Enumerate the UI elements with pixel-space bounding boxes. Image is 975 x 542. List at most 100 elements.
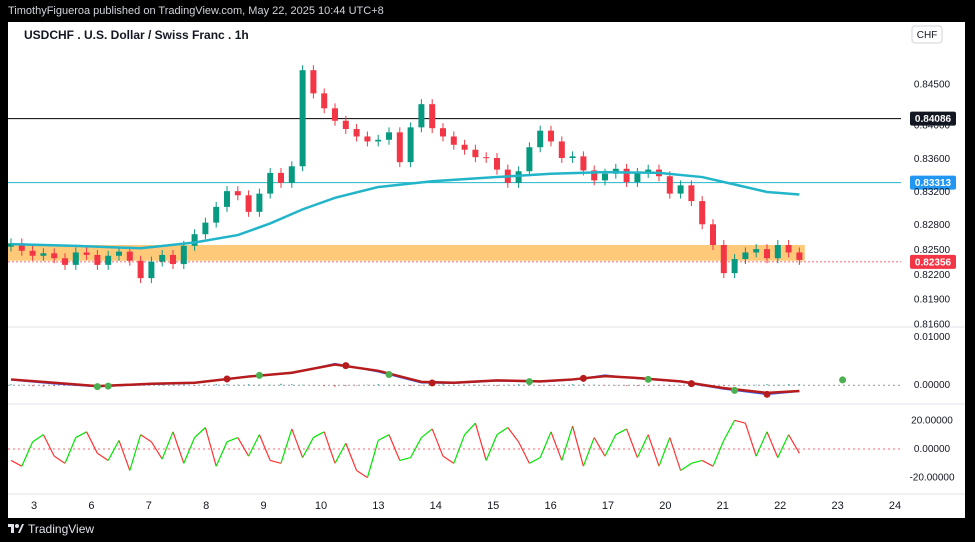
candle-body bbox=[40, 253, 47, 256]
candle-body bbox=[515, 171, 522, 183]
candle-body bbox=[753, 249, 760, 253]
candle-body bbox=[137, 260, 144, 279]
osc-segment bbox=[464, 422, 476, 436]
osc-segment bbox=[356, 470, 368, 479]
osc-segment bbox=[539, 431, 552, 458]
candle-body bbox=[375, 139, 382, 142]
osc-segment bbox=[777, 434, 790, 458]
osc-segment bbox=[226, 436, 239, 443]
osc-segment bbox=[107, 440, 120, 461]
macd-cross-marker bbox=[763, 390, 771, 398]
signal-line bbox=[10, 363, 800, 395]
osc-segment bbox=[691, 459, 703, 464]
time-tick-label: 14 bbox=[430, 500, 442, 512]
time-tick-label: 6 bbox=[88, 500, 94, 512]
level-badge-last bbox=[910, 254, 956, 269]
chart-frame[interactable]: 0.84086 0.83313 0.82356 0.84500 0.84000 0.83… bbox=[8, 22, 965, 518]
macd-tick-label: 0.00000 bbox=[914, 380, 951, 391]
osc-segment bbox=[302, 437, 314, 458]
osc-segment bbox=[734, 419, 746, 424]
candle-body bbox=[191, 234, 198, 246]
tradingview-brand[interactable]: TradingView bbox=[8, 522, 94, 536]
osc-segment bbox=[669, 437, 682, 471]
osc-segment bbox=[183, 437, 196, 464]
time-tick-label: 8 bbox=[203, 500, 209, 512]
osc-segment bbox=[615, 428, 627, 436]
candle-body bbox=[288, 166, 295, 183]
osc-segment bbox=[366, 440, 379, 478]
osc-segment bbox=[172, 431, 185, 464]
osc-segment bbox=[421, 428, 433, 439]
macd-panel bbox=[8, 362, 901, 398]
osc-segment bbox=[453, 434, 466, 464]
level-badge-label: 0.83313 bbox=[915, 178, 952, 189]
candle-body bbox=[245, 195, 252, 212]
osc-segment bbox=[204, 427, 217, 467]
candle-body bbox=[170, 254, 176, 265]
osc-segment bbox=[53, 455, 66, 464]
footer-bar: TradingView bbox=[0, 518, 975, 542]
osc-segment bbox=[410, 437, 422, 458]
candle-body bbox=[666, 176, 673, 194]
candle-body bbox=[742, 252, 749, 260]
price-axis[interactable]: 0.84500 0.84000 0.83600 0.83200 0.82800 0.825… bbox=[909, 79, 954, 483]
time-tick-label: 22 bbox=[774, 500, 786, 512]
macd-tick-label: 0.01000 bbox=[914, 332, 951, 343]
candle-body bbox=[29, 250, 36, 256]
candle-body bbox=[94, 254, 101, 265]
candle-body bbox=[634, 172, 641, 183]
price-tick-label: 0.81600 bbox=[914, 320, 951, 331]
osc-tick-label: 20.00000 bbox=[911, 415, 953, 426]
candle-body bbox=[645, 169, 652, 173]
macd-cross-marker bbox=[731, 386, 739, 394]
candle-body bbox=[83, 252, 90, 255]
time-tick-label: 23 bbox=[831, 500, 843, 512]
osc-segment bbox=[431, 428, 444, 457]
candle-body bbox=[796, 252, 803, 260]
price-tick-label: 0.82200 bbox=[914, 270, 951, 281]
level-badge-support bbox=[910, 175, 956, 190]
osc-segment bbox=[280, 428, 293, 464]
candle-body bbox=[407, 127, 414, 163]
chart-canvas[interactable]: 0.84086 0.83313 0.82356 0.84500 0.84000 0.83… bbox=[8, 22, 965, 518]
osc-segment bbox=[723, 420, 736, 441]
osc-segment bbox=[442, 455, 455, 464]
macd-cross-marker bbox=[104, 382, 112, 390]
macd-cross-marker bbox=[93, 383, 101, 391]
osc-segment bbox=[788, 434, 800, 454]
ma-line bbox=[10, 170, 800, 250]
time-tick-label: 13 bbox=[372, 500, 384, 512]
osc-segment bbox=[496, 427, 509, 436]
chart-title: USDCHF . U.S. Dollar / Swiss Franc . 1h bbox=[24, 28, 249, 42]
candle-body bbox=[353, 129, 360, 137]
support-zone bbox=[8, 244, 805, 261]
macd-cross-marker bbox=[255, 371, 263, 379]
candle-body bbox=[580, 156, 587, 171]
time-axis[interactable]: 3 6 7 8 9 10 13 14 15 16 17 20 21 22 23 24 bbox=[31, 500, 901, 512]
currency-badge[interactable] bbox=[911, 25, 943, 44]
osc-segment bbox=[647, 434, 660, 467]
candle-body bbox=[569, 156, 576, 159]
osc-segment bbox=[680, 462, 692, 471]
macd-cross-marker bbox=[223, 375, 231, 383]
osc-segment bbox=[118, 440, 131, 471]
candle-body bbox=[105, 255, 112, 265]
osc-segment bbox=[388, 434, 401, 461]
candle-body bbox=[461, 144, 468, 150]
candle-body bbox=[213, 206, 220, 223]
price-tick-label: 0.82800 bbox=[914, 220, 951, 231]
osc-segment bbox=[323, 431, 336, 464]
osc-segment bbox=[10, 459, 23, 467]
osc-segment bbox=[474, 423, 487, 461]
candle-body bbox=[429, 104, 436, 129]
osc-segment bbox=[334, 442, 347, 464]
osc-segment bbox=[345, 443, 358, 471]
osc-segment bbox=[701, 459, 714, 467]
osc-segment bbox=[593, 437, 606, 457]
candle-body bbox=[494, 158, 500, 170]
level-badge-label: 0.82356 bbox=[915, 257, 952, 268]
candles bbox=[8, 65, 803, 284]
osc-segment bbox=[237, 437, 250, 457]
osc-segment bbox=[766, 431, 779, 458]
osc-segment bbox=[75, 431, 87, 439]
